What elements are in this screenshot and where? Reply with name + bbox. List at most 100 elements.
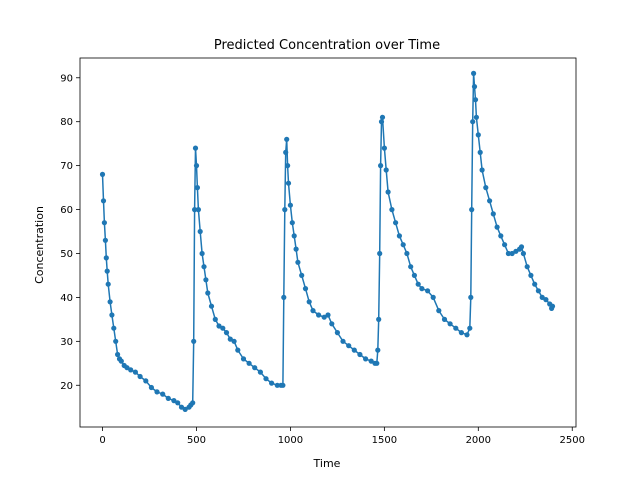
data-point (532, 281, 538, 287)
data-point (128, 367, 134, 373)
data-point (411, 272, 417, 278)
data-point (154, 389, 160, 395)
data-point (467, 325, 473, 331)
y-tick-label: 80 (60, 117, 73, 128)
data-point (231, 338, 237, 344)
data-point (471, 70, 477, 76)
data-point (102, 237, 108, 243)
data-point (464, 332, 470, 338)
data-point (389, 207, 395, 213)
data-point (281, 294, 287, 300)
data-point (192, 145, 199, 151)
data-point (469, 207, 475, 213)
data-point (285, 163, 291, 169)
data-point (103, 255, 109, 261)
y-tick-label: 70 (60, 161, 73, 172)
plot-frame (79, 57, 577, 428)
x-tick-label: 2000 (466, 435, 491, 446)
data-point (346, 343, 352, 349)
data-point (453, 325, 459, 331)
y-tick-label: 60 (60, 205, 73, 216)
data-point (321, 314, 327, 320)
data-point (111, 325, 117, 331)
data-point (299, 272, 305, 278)
data-point (505, 250, 511, 257)
data-point (509, 250, 515, 257)
data-point (383, 167, 389, 173)
data-point (479, 167, 485, 173)
y-tick-label: 30 (60, 337, 73, 348)
data-point (132, 369, 138, 375)
data-point (284, 136, 290, 142)
y-axis-label: Concentration (33, 206, 46, 284)
y-tick-label: 90 (60, 73, 73, 84)
x-tick-label: 1500 (372, 435, 397, 446)
data-point (543, 297, 549, 303)
data-point (208, 303, 215, 309)
data-point (385, 189, 391, 195)
data-point (415, 281, 421, 287)
data-point (400, 242, 406, 248)
data-point (368, 358, 374, 364)
data-point (306, 299, 312, 305)
data-point (441, 316, 448, 322)
data-point (419, 286, 425, 292)
data-point (363, 356, 369, 362)
data-point (263, 376, 269, 382)
data-point (190, 400, 196, 406)
data-point (205, 290, 211, 296)
data-point (199, 250, 205, 257)
data-point (379, 114, 386, 120)
data-point (377, 250, 383, 257)
data-point (203, 277, 209, 283)
data-point (334, 330, 340, 336)
data-point (240, 356, 247, 362)
data-point (475, 132, 481, 138)
data-point (295, 259, 301, 265)
data-point (396, 233, 402, 239)
data-point (101, 220, 107, 226)
data-point (310, 308, 316, 314)
data-point (293, 246, 299, 252)
data-point (220, 325, 226, 331)
data-point (137, 373, 143, 380)
data-point (494, 224, 500, 230)
data-point (518, 244, 525, 250)
chart-title: Predicted Concentration over Time (214, 38, 440, 53)
data-point (223, 330, 230, 336)
data-point (471, 84, 478, 90)
data-point (109, 312, 115, 318)
data-point (470, 119, 476, 125)
data-point (99, 171, 106, 177)
data-point (280, 382, 286, 388)
data-point (115, 351, 121, 358)
data-point (498, 233, 504, 239)
data-point (113, 338, 119, 344)
data-point (165, 395, 171, 401)
data-point (235, 347, 241, 353)
data-point (425, 288, 431, 294)
data-point (325, 312, 331, 318)
data-point (374, 360, 380, 366)
data-point (520, 250, 527, 257)
data-point (287, 202, 293, 208)
y-tick-label: 20 (60, 381, 73, 392)
data-point (192, 207, 198, 213)
data-point (107, 299, 113, 305)
data-point (216, 323, 222, 329)
plot-background (80, 58, 576, 427)
data-point (246, 360, 252, 366)
data-point (257, 369, 263, 375)
data-point (487, 198, 493, 204)
data-point (212, 316, 218, 322)
data-point (197, 228, 203, 235)
data-point (148, 384, 154, 391)
data-point (430, 294, 436, 300)
data-point (524, 264, 530, 270)
data-point (302, 286, 309, 292)
data-point (376, 316, 382, 322)
data-point (291, 233, 297, 239)
data-point (194, 185, 200, 191)
data-point (289, 220, 295, 226)
data-point (329, 321, 335, 327)
